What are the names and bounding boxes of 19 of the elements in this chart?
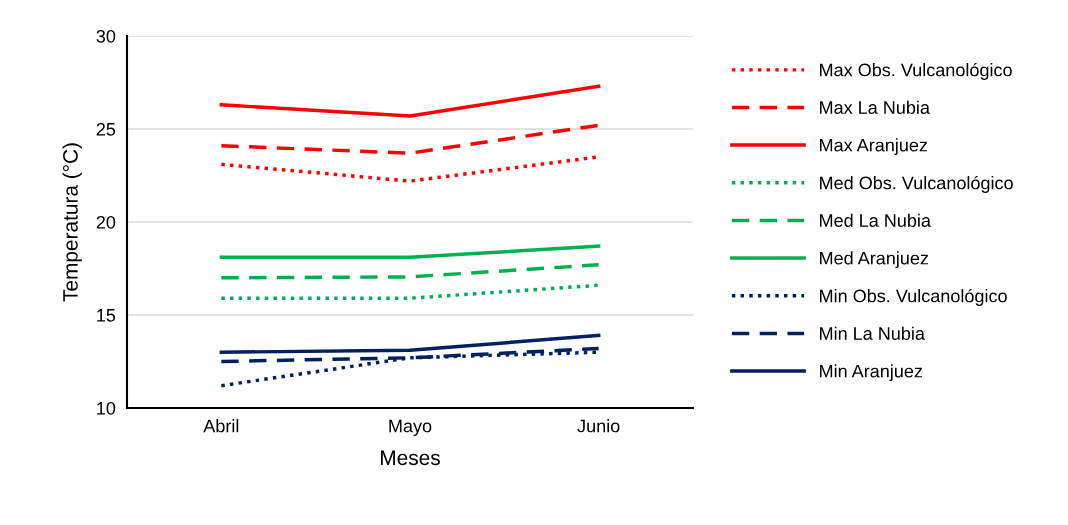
x-tick-label: Junio: [577, 419, 620, 433]
y-tick-label: 20: [96, 215, 116, 229]
x-axis-title: Meses: [381, 450, 440, 466]
y-tick-label: 10: [97, 401, 116, 415]
y-tick-label: 25: [96, 122, 116, 136]
legend-label: Min La Nubia: [820, 326, 925, 340]
legend-label: Max Aranjuez: [820, 138, 928, 156]
y-tick-label: 15: [97, 309, 116, 322]
y-tick-label: 30: [96, 29, 116, 43]
x-tick-label: Mayo: [389, 419, 432, 436]
legend-label: Med Obs. Vulcanológico: [820, 175, 1013, 193]
legend-label: Min Obs. Vulcanológico: [820, 288, 1007, 306]
legend-label: Min Aranjuez: [820, 364, 923, 382]
legend-label: Max Obs. Vulcanológico: [820, 62, 1012, 80]
y-axis-title: Temperatura (°C): [62, 143, 82, 302]
legend-label: Med Aranjuez: [820, 251, 929, 269]
legend-label: Med La Nubia: [820, 213, 931, 227]
legend-label: Max La Nubia: [820, 100, 930, 114]
x-tick-label: Abril: [203, 419, 239, 433]
